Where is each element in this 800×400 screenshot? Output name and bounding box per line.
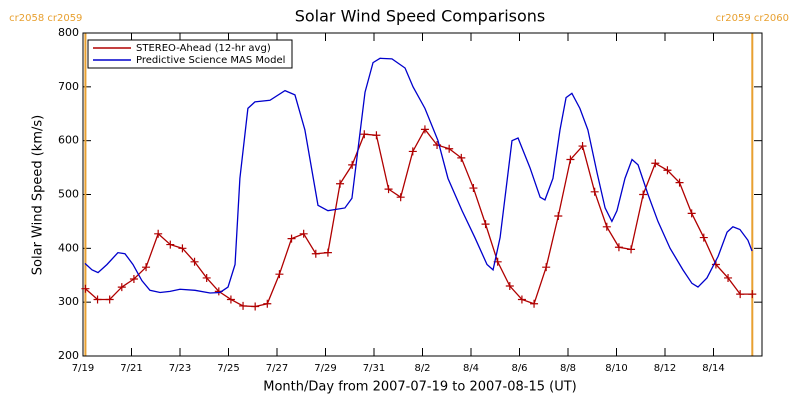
point-marker [445,144,454,153]
point-marker [154,229,163,238]
point-marker [408,147,417,156]
point-marker [530,299,539,308]
legend-label: STEREO-Ahead (12-hr avg) [136,43,271,54]
legend-label: Predictive Science MAS Model [136,55,285,66]
point-marker [590,187,599,196]
point-marker [166,240,175,249]
y-tick-label: 400 [58,241,79,254]
point-marker [651,159,660,168]
point-marker [505,282,514,291]
point-marker [554,212,563,221]
point-marker [323,248,332,257]
x-axis-label: Month/Day from 2007-07-19 to 2007-08-15 … [263,380,576,395]
point-marker [627,245,636,254]
point-marker [481,220,490,229]
point-marker [239,301,248,310]
boundary-label: cr2058 cr2059 [9,13,82,24]
x-tick-label: 7/23 [169,363,191,374]
series-line [84,128,753,308]
point-marker [348,160,357,169]
point-marker [457,153,466,162]
series-line [84,57,753,294]
point-marker [311,249,320,258]
point-marker [372,131,381,140]
x-tick-label: 7/19 [72,363,94,374]
y-tick-label: 700 [58,80,79,93]
point-marker [602,222,611,231]
point-marker [81,284,90,293]
plot-frame [82,32,763,357]
legend-box [87,39,293,69]
point-marker [93,295,102,304]
point-marker [117,283,126,292]
point-marker [178,244,187,253]
point-marker [748,290,757,299]
y-tick-label: 500 [58,188,79,201]
point-marker [287,234,296,243]
chart-title: Solar Wind Speed Comparisons [295,7,546,26]
point-marker [105,295,114,304]
point-marker [202,273,211,282]
x-tick-label: 7/21 [120,363,142,374]
boundary-label: cr2059 cr2060 [716,13,789,24]
y-axis-label: Solar Wind Speed (km/s) [31,115,46,275]
x-tick-label: 8/4 [463,363,479,374]
point-marker [129,275,138,284]
point-marker [699,233,708,242]
point-marker [614,243,623,252]
point-marker [190,257,199,266]
point-marker [336,179,345,188]
y-tick-label: 200 [58,349,79,362]
point-marker [675,178,684,187]
point-marker [396,193,405,202]
point-marker [384,185,393,194]
point-marker [275,270,284,279]
x-tick-label: 8/2 [414,363,430,374]
point-marker [736,290,745,299]
point-marker [578,142,587,151]
point-marker [420,125,429,134]
x-tick-label: 8/8 [560,363,576,374]
point-marker [639,190,648,199]
x-tick-label: 8/6 [511,363,527,374]
point-marker [469,184,478,193]
x-tick-label: 7/31 [363,363,385,374]
x-tick-label: 7/29 [314,363,336,374]
x-tick-label: 7/27 [266,363,288,374]
y-tick-label: 800 [58,26,79,39]
point-marker [542,263,551,272]
point-marker [517,295,526,304]
point-marker [724,273,733,282]
x-tick-label: 7/25 [217,363,239,374]
point-marker [142,263,151,272]
point-marker [263,299,272,308]
x-tick-label: 8/14 [702,363,724,374]
point-marker [566,155,575,164]
point-marker [299,229,308,238]
point-marker [226,295,235,304]
point-marker [360,130,369,139]
x-tick-label: 8/10 [605,363,627,374]
point-marker [687,209,696,218]
x-tick-label: 8/12 [654,363,676,374]
point-marker [663,166,672,175]
y-tick-label: 300 [58,295,79,308]
y-tick-label: 600 [58,134,79,147]
point-marker [251,302,260,311]
